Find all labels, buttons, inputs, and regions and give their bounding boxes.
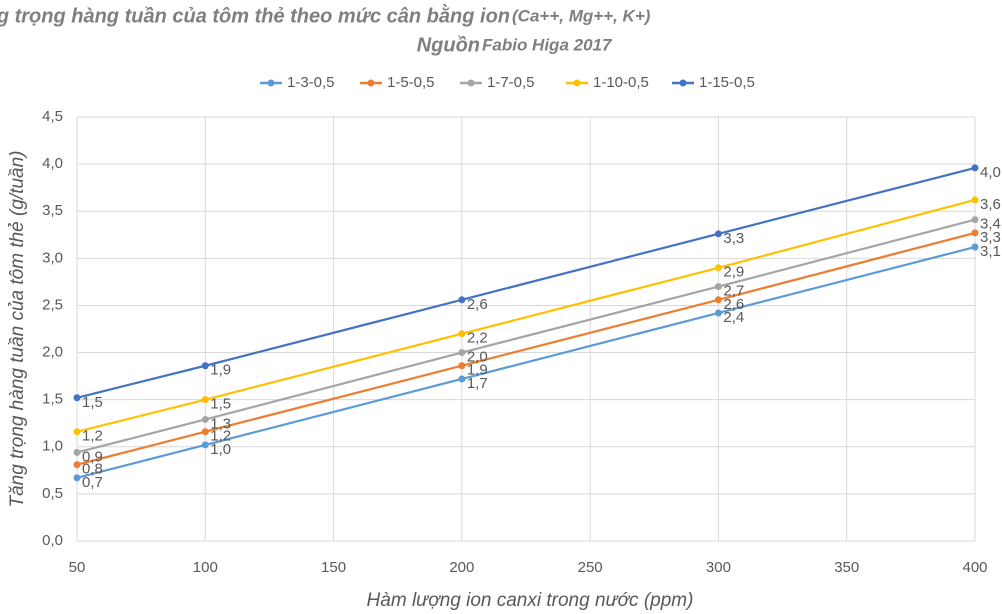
data-point [971,243,979,251]
legend-marker [467,79,475,87]
data-point [714,283,722,291]
data-label: 2,4 [723,309,744,326]
data-label: 1,3 [210,415,231,432]
x-tick-label: 100 [193,559,218,576]
data-label: 2,6 [467,296,488,313]
data-point [73,448,81,456]
data-point [73,474,81,482]
y-tick-label: 2,0 [42,344,63,361]
chart-title-suffix: (Ca++, Mg++, K+) [512,6,651,25]
data-point [714,230,722,238]
data-point [201,428,209,436]
y-tick-label: 3,5 [42,202,63,219]
x-tick-label: 400 [962,559,987,576]
x-axis-title: Hàm lượng ion canxi trong nước (ppm) [367,590,694,611]
data-label: 4,0 [980,164,1001,181]
data-label: 0,8 [82,461,103,478]
y-axis-title: Tăng trọng hàng tuần của tôm thẻ (g/tuần… [7,150,28,507]
data-point [73,428,81,436]
data-label: 3,6 [980,196,1001,213]
legend-label: 1-10-0,5 [593,74,649,91]
x-tick-label: 300 [706,559,731,576]
x-tick-label: 350 [834,559,859,576]
y-tick-label: 4,5 [42,108,63,125]
data-point [971,164,979,172]
data-label: 1,5 [210,396,231,413]
x-tick-label: 50 [69,559,86,576]
legend-label: 1-5-0,5 [387,74,435,91]
data-point [201,415,209,423]
data-label: 3,3 [980,229,1001,246]
y-tick-label: 1,0 [42,438,63,455]
data-label: 3,1 [980,243,1001,260]
data-label: 2,0 [467,349,488,366]
chart-title: Tăng trọng hàng tuần của tôm thẻ theo mứ… [0,4,510,27]
y-tick-label: 4,0 [42,155,63,172]
y-tick-label: 2,5 [42,296,63,313]
data-label: 2,2 [467,330,488,347]
legend-label: 1-3-0,5 [287,74,335,91]
y-tick-label: 0,5 [42,485,63,502]
data-point [458,296,466,304]
y-tick-label: 3,0 [42,249,63,266]
data-label: 1,2 [210,428,231,445]
chart-subtitle-source: Fabio Higa 2017 [482,35,613,54]
data-point [458,349,466,357]
data-label: 1,2 [82,428,103,445]
data-label: 1,0 [210,441,231,458]
data-label: 1,9 [210,362,231,379]
chart-subtitle: Nguồn [417,34,480,56]
data-point [73,394,81,402]
data-point [714,309,722,317]
legend-marker [267,79,275,87]
legend-label: 1-7-0,5 [487,74,535,91]
data-label: 2,7 [723,283,744,300]
data-point [971,216,979,224]
legend-label: 1-15-0,5 [699,74,755,91]
data-point [971,229,979,237]
y-tick-label: 0,0 [42,532,63,549]
data-label: 1,9 [467,362,488,379]
y-tick-label: 1,5 [42,391,63,408]
legend-marker [573,79,581,87]
x-tick-label: 250 [578,559,603,576]
data-point [73,461,81,469]
data-label: 0,7 [82,474,103,491]
x-tick-label: 150 [321,559,346,576]
data-label: 3,4 [980,216,1001,233]
data-point [458,375,466,383]
data-point [714,264,722,272]
data-point [714,296,722,304]
data-point [201,396,209,404]
data-point [201,362,209,370]
legend-marker [367,79,375,87]
data-label: 2,6 [723,296,744,313]
data-point [458,362,466,370]
data-point [201,441,209,449]
data-label: 3,3 [723,230,744,247]
x-tick-label: 200 [449,559,474,576]
data-point [458,330,466,338]
data-label: 1,5 [82,394,103,411]
data-label: 2,9 [723,264,744,281]
legend-marker [679,79,687,87]
data-label: 1,7 [467,375,488,392]
data-label: 0,9 [82,448,103,465]
data-point [971,196,979,204]
